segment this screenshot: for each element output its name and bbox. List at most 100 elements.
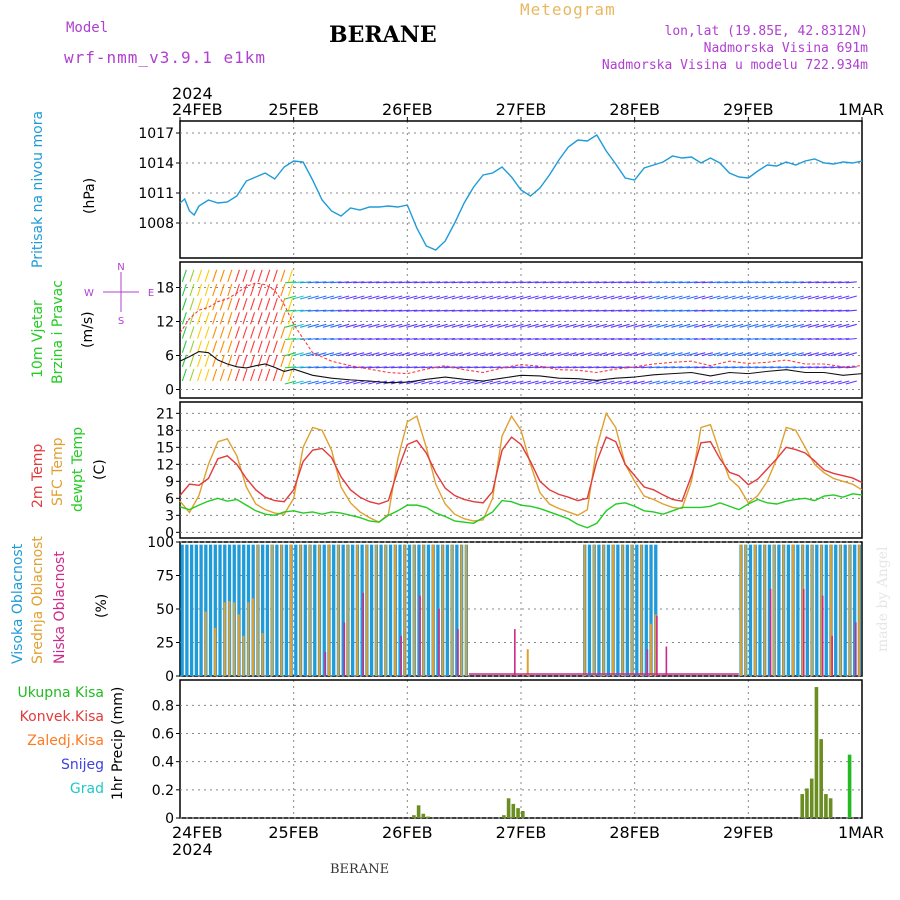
wind-arrow xyxy=(792,380,804,385)
cloud-bar-mid xyxy=(640,544,643,676)
wind-arrow xyxy=(557,380,569,385)
wind-arrow xyxy=(550,323,562,328)
wind-arrow xyxy=(287,368,293,382)
wind-arrow xyxy=(557,323,569,328)
wind-arrow xyxy=(610,352,623,357)
wind-arrow xyxy=(595,380,607,385)
cloud-bar-high xyxy=(777,544,781,676)
wind-arrow xyxy=(292,380,304,385)
wind-arrow xyxy=(792,295,804,300)
wind-arrow xyxy=(769,295,782,300)
wind-arrow xyxy=(754,281,766,284)
wind-arrow xyxy=(739,295,751,300)
wind-arrow xyxy=(830,323,842,328)
precip-bar xyxy=(416,805,421,818)
wind-arrow xyxy=(250,326,256,339)
wind-arrow xyxy=(322,295,335,300)
wind-arrow xyxy=(398,366,410,369)
wind-arrow xyxy=(565,380,577,385)
wind-arrow xyxy=(565,352,577,357)
wind-arrow xyxy=(633,309,645,312)
wind-arrow xyxy=(747,337,759,341)
cloud-bar-high xyxy=(853,544,857,676)
wind-arrow xyxy=(595,281,607,284)
wind-arrow xyxy=(466,352,479,357)
wind-arrow xyxy=(679,281,691,284)
wind-arrow xyxy=(497,323,509,328)
wind-arrow xyxy=(406,309,418,312)
wind-arrow xyxy=(250,312,256,325)
wind-arrow xyxy=(686,281,698,284)
wind-arrow xyxy=(557,366,569,369)
wind-arrow xyxy=(845,380,857,385)
wind-arrow xyxy=(777,281,789,284)
wind-arrow xyxy=(337,323,350,328)
wind-arrow xyxy=(610,337,622,341)
wind-arrow xyxy=(287,269,293,283)
wind-arrow xyxy=(542,380,554,385)
wind-arrow xyxy=(512,366,524,369)
wind-arrow xyxy=(315,295,327,300)
wind-arrow xyxy=(732,366,744,369)
wind-arrow xyxy=(330,309,342,312)
wind-arrow xyxy=(633,380,645,385)
wind-arrow xyxy=(747,352,759,357)
wind-arrow xyxy=(466,295,479,300)
wind-arrow xyxy=(181,326,187,339)
wind-arrow xyxy=(265,283,271,297)
wind-arrow xyxy=(838,309,850,312)
wind-arrow xyxy=(845,323,857,328)
wind-arrow xyxy=(284,352,297,357)
wind-arrow xyxy=(300,323,312,328)
y-tick-label-temperature: 0 xyxy=(165,525,174,541)
wind-arrow xyxy=(845,337,857,341)
cloud-bar-high xyxy=(199,544,203,676)
wind-arrow xyxy=(413,309,425,312)
wind-arrow xyxy=(272,312,278,325)
wind-arrow xyxy=(800,281,812,284)
wind-arrow xyxy=(272,340,278,353)
wind-arrow xyxy=(838,295,850,300)
precip-bar xyxy=(828,798,833,818)
wind-arrow xyxy=(527,352,539,357)
cloud-bar-mid xyxy=(583,544,586,676)
wind-arrow xyxy=(595,295,607,300)
wind-arrow xyxy=(451,352,463,357)
cloud-bar-high xyxy=(294,544,298,676)
wind-arrow xyxy=(287,340,293,353)
cloud-bar-low xyxy=(665,646,668,676)
wind-arrow xyxy=(565,281,577,284)
wind-arrow xyxy=(398,352,410,357)
wind-arrow xyxy=(280,354,286,368)
wind-arrow xyxy=(656,352,668,357)
wind-arrow xyxy=(595,309,607,312)
wind-arrow xyxy=(527,366,539,369)
wind-arrow xyxy=(353,281,365,284)
wind-arrow xyxy=(656,295,668,300)
wind-arrow xyxy=(257,340,263,353)
wind-arrow xyxy=(807,295,820,300)
time-tick-label-top: 1MAR xyxy=(838,100,884,119)
wind-arrow xyxy=(701,366,713,369)
cloud-bar-low xyxy=(419,595,421,676)
wind-arrow xyxy=(234,269,240,283)
cloud-bar-high xyxy=(379,544,383,676)
wind-arrow xyxy=(527,380,539,385)
wind-arrow xyxy=(287,283,293,297)
wind-arrow xyxy=(227,269,233,283)
wind-arrow xyxy=(212,283,218,297)
wind-arrow xyxy=(345,352,357,357)
pressure-series xyxy=(179,134,863,251)
wind-arrow xyxy=(716,352,729,357)
cloud-bar-high xyxy=(587,544,592,676)
wind-arrow xyxy=(769,352,782,357)
wind-arrow xyxy=(747,380,759,385)
y-tick-label-precip: 0.2 xyxy=(152,783,174,799)
wind-arrow xyxy=(550,295,562,300)
wind-arrow xyxy=(678,380,691,385)
wind-arrow xyxy=(686,352,698,357)
wind-arrow xyxy=(807,352,820,357)
wind-arrow xyxy=(391,309,403,312)
cloud-bar-mid xyxy=(791,544,794,676)
